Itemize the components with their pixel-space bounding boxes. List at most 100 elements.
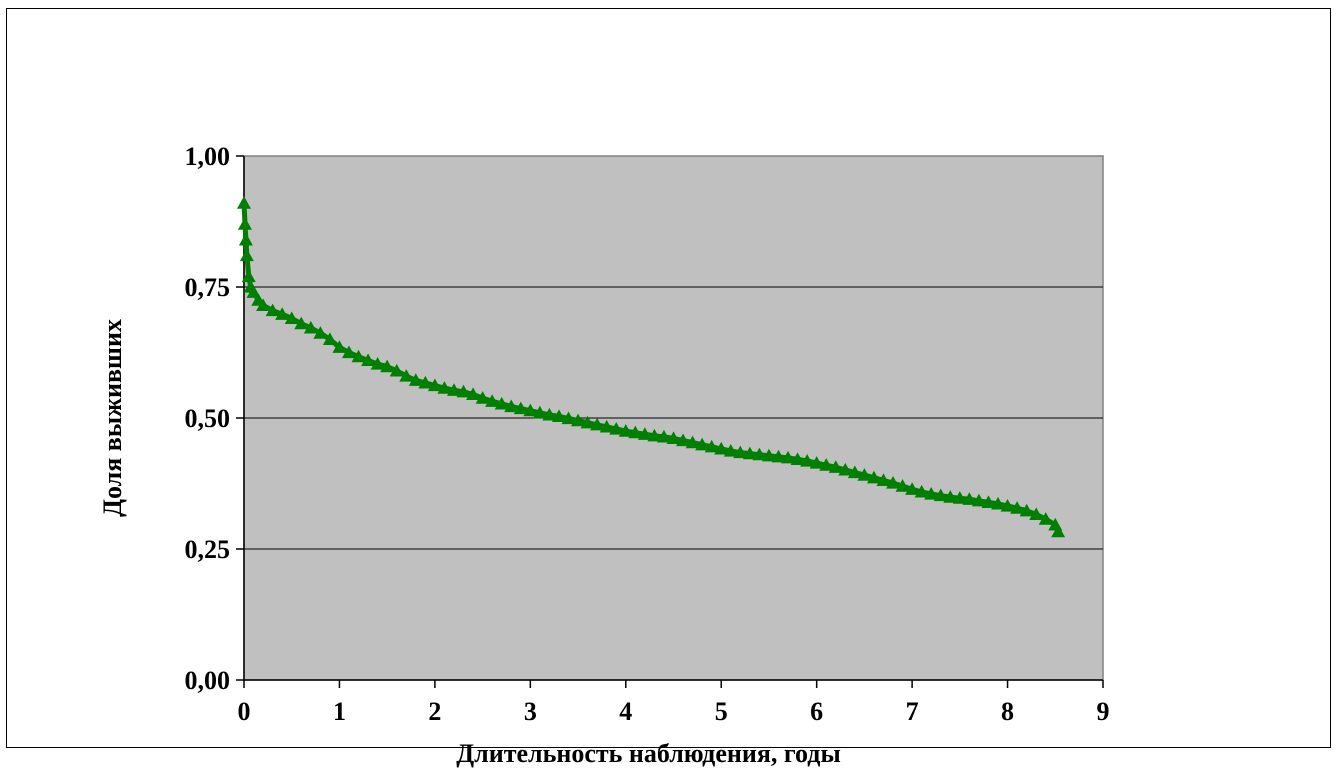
series-point-0-21 [380,359,395,373]
series-point-0-26 [427,378,442,392]
series-point-0-28 [446,383,461,396]
series-point-0-54 [695,437,710,451]
series-point-0-3 [239,248,254,262]
x-tick-label-1: 1 [333,697,346,726]
x-tick-label-2: 2 [428,697,441,726]
series-point-0-60 [752,447,767,461]
series-point-0-16 [332,340,347,353]
series-point-0-41 [571,413,586,427]
series-point-0-84 [981,495,996,508]
series-point-0-6 [246,285,261,298]
x-tick-label-4: 4 [619,697,632,726]
series-point-0-68 [828,460,843,473]
y-tick-label-3: 0,75 [185,273,231,302]
series-point-0-40 [561,411,576,425]
series-point-0-13 [303,320,318,334]
series-point-0-74 [886,475,901,489]
series-point-0-77 [914,484,929,498]
series-point-0-88 [1019,503,1034,517]
series-point-0-49 [647,428,662,442]
series-point-0-9 [265,303,280,317]
series-point-0-63 [781,450,796,464]
series-point-0-53 [685,435,700,449]
series-point-0-72 [866,470,881,484]
series-point-0-33 [494,396,509,410]
y-axis-title: Доля выживших [98,319,127,517]
series-point-0-89 [1029,507,1044,521]
series-point-0-62 [771,449,786,463]
x-tick-label-7: 7 [906,697,919,726]
series-point-0-71 [857,468,872,481]
series-point-0-61 [761,448,776,462]
series-point-0-12 [294,316,309,330]
series-point-0-20 [370,357,385,370]
series-point-0-90 [1038,512,1053,525]
series-point-0-31 [475,391,490,404]
series-point-0-75 [895,479,910,492]
series-point-0-39 [551,409,566,423]
series-point-0-58 [733,445,748,459]
series-point-0-11 [284,311,299,325]
series-point-0-57 [723,444,738,457]
series-point-0-32 [485,394,500,407]
x-tick-label-8: 8 [1001,697,1014,726]
series-point-0-65 [800,453,815,467]
series-point-0-81 [952,491,967,504]
x-tick-label-3: 3 [524,697,537,726]
series-point-0-86 [1000,499,1015,512]
series-point-0-69 [838,462,853,476]
x-tick-label-0: 0 [238,697,251,726]
y-tick-label-4: 1,00 [185,142,231,171]
x-tick-label-5: 5 [715,697,728,726]
series-point-0-45 [609,422,624,435]
series-point-0-1 [237,217,252,230]
series-point-0-78 [924,486,939,500]
series-point-0-59 [742,446,757,460]
series-point-0-4 [241,269,256,283]
series-point-0-30 [466,387,481,401]
series-point-0-73 [876,473,891,486]
series-point-0-36 [523,403,538,417]
series-point-0-66 [809,456,824,469]
series-point-0-18 [351,349,366,363]
y-tick-label-1: 0,25 [185,535,231,564]
series-point-0-87 [1010,501,1025,514]
y-tick-label-2: 0,50 [185,404,231,433]
series-point-0-56 [714,441,729,455]
y-tick-label-0: 0,00 [185,666,231,695]
x-tick-label-6: 6 [810,697,823,726]
series-point-0-15 [322,332,337,345]
series-point-0-79 [933,488,948,502]
series-point-0-50 [656,429,671,443]
series-point-0-17 [341,345,356,359]
series-point-0-82 [962,492,977,505]
series-point-0-42 [580,415,595,429]
series-point-0-25 [418,375,433,389]
series-point-0-0 [237,196,251,209]
series-point-0-34 [504,399,519,413]
series-point-0-92 [1051,524,1066,538]
series-point-0-85 [991,496,1006,510]
series-point-0-55 [704,439,719,453]
series-point-0-43 [590,417,605,431]
series-point-0-51 [666,431,681,445]
series-point-0-23 [399,369,414,382]
series-point-0-46 [618,424,633,437]
series-point-0-35 [513,401,528,415]
series-point-0-47 [628,425,643,439]
series-point-0-37 [532,405,547,419]
series-point-0-83 [971,493,986,507]
series-point-0-67 [819,458,834,471]
series-point-0-10 [275,307,290,320]
x-axis-title: Длительность наблюдения, годы [456,739,841,768]
series-point-0-14 [313,326,328,339]
series-point-0-64 [790,452,805,465]
series-point-0-48 [637,427,652,440]
series-point-0-80 [943,490,958,503]
series-point-0-70 [847,465,862,479]
series-point-0-22 [389,363,404,377]
series-point-0-52 [676,433,691,447]
series-point-0-2 [238,232,253,246]
series-point-0-19 [361,353,376,366]
